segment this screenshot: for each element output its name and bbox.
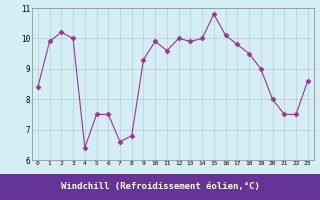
Text: Windchill (Refroidissement éolien,°C): Windchill (Refroidissement éolien,°C) bbox=[60, 182, 260, 192]
